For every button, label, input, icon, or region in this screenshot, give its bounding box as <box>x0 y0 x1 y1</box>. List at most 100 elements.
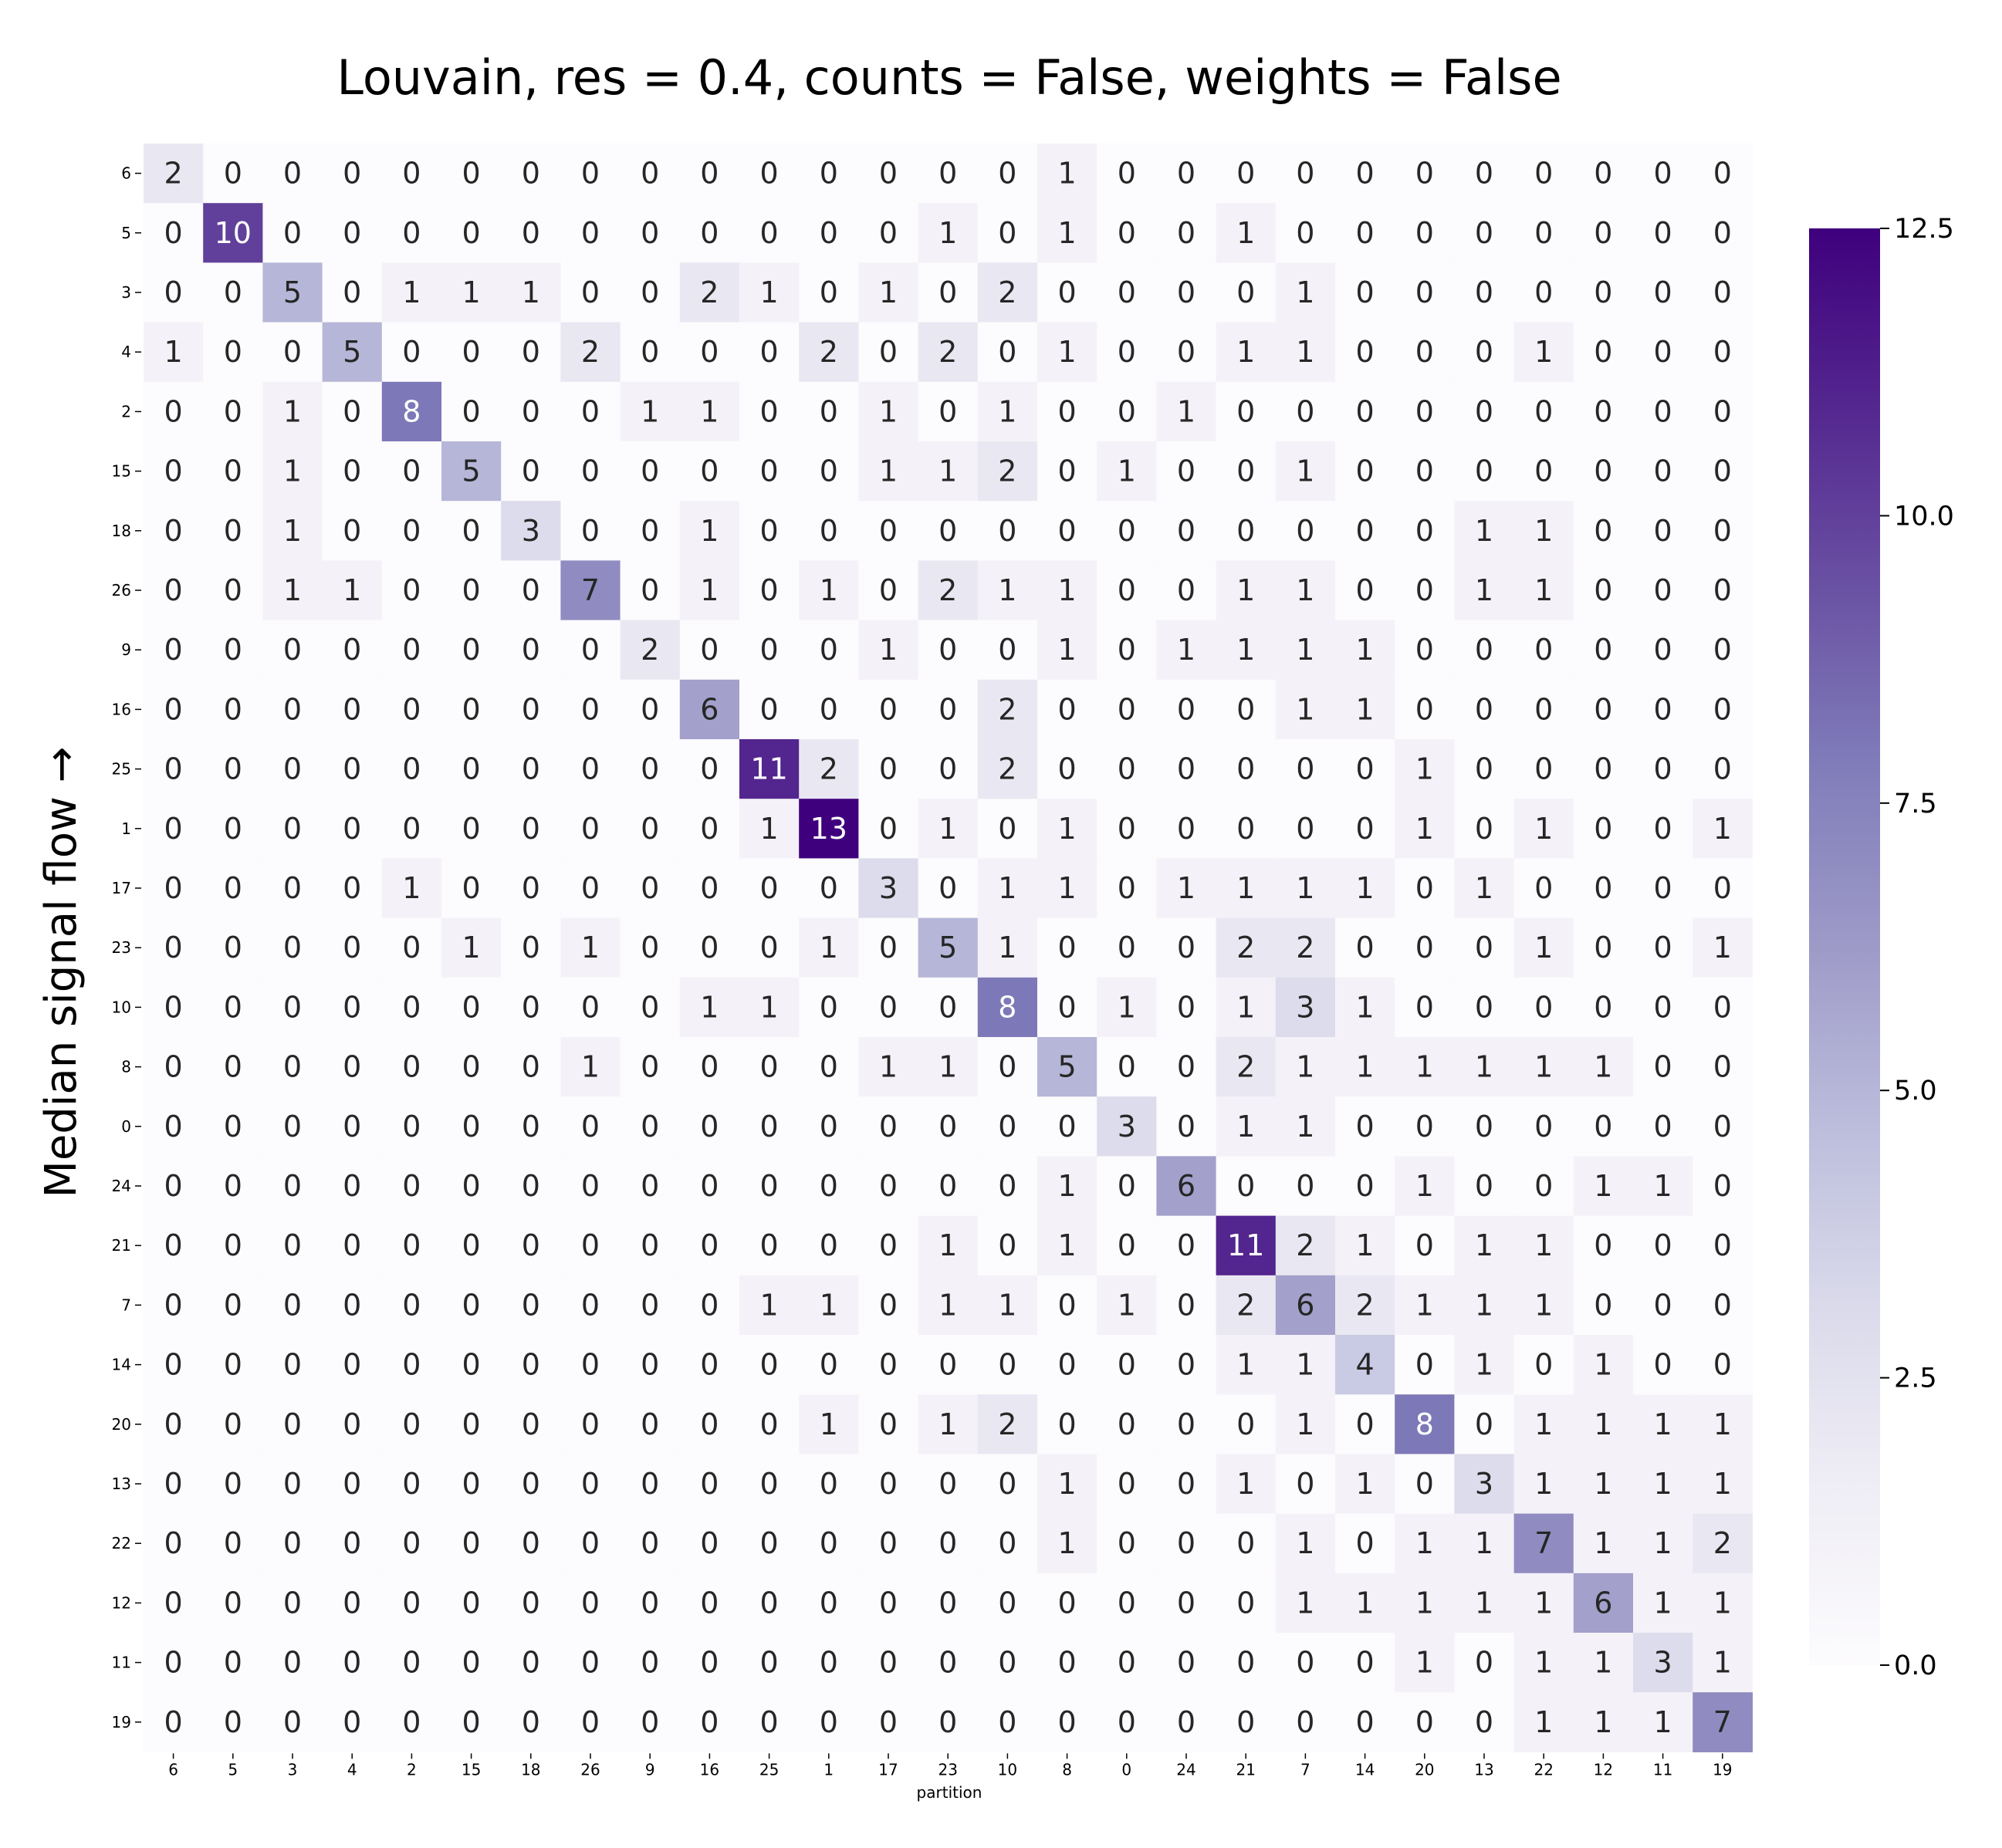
heatmap-cell <box>1395 679 1455 740</box>
cell-value-label: 1 <box>760 275 779 309</box>
y-axis-label: Median signal flow → <box>36 747 86 1198</box>
x-tick-label: 19 <box>1713 1760 1732 1779</box>
cell-value-label: 0 <box>343 1348 361 1382</box>
heatmap-cell <box>1573 799 1634 859</box>
cell-value-label: 0 <box>1236 514 1255 548</box>
heatmap-cell <box>322 917 383 978</box>
cell-value-label: 0 <box>462 1228 481 1262</box>
heatmap-cell <box>144 262 204 323</box>
heatmap-cell <box>144 1692 204 1752</box>
cell-value-label: 1 <box>1118 1288 1136 1322</box>
cell-value-label: 0 <box>700 1705 719 1739</box>
cell-value-label: 0 <box>224 633 242 667</box>
heatmap-cell <box>918 977 979 1038</box>
cell-value-label: 0 <box>1475 812 1493 846</box>
cell-value-label: 1 <box>1594 1407 1612 1441</box>
x-tick-label: 17 <box>878 1760 898 1779</box>
heatmap-cell <box>977 1156 1038 1217</box>
cell-value-label: 0 <box>1177 1288 1195 1322</box>
heatmap-cell <box>262 1037 323 1097</box>
cell-value-label: 0 <box>879 1228 898 1262</box>
y-tick-label: 3 <box>121 283 131 302</box>
heatmap-cell <box>1693 322 1753 383</box>
heatmap-cell <box>739 1096 800 1157</box>
cell-value-label: 2 <box>1296 931 1314 965</box>
heatmap-cell <box>1097 1394 1157 1454</box>
cell-value-label: 1 <box>164 335 183 369</box>
heatmap-cell <box>322 1454 383 1515</box>
cell-value-label: 0 <box>1356 275 1375 309</box>
heatmap-cell <box>1693 799 1753 859</box>
heatmap-cell <box>203 1394 263 1454</box>
heatmap-cell <box>858 560 919 621</box>
heatmap-cell <box>262 381 323 442</box>
heatmap-cell <box>739 203 800 263</box>
heatmap-cell <box>620 1394 681 1454</box>
cell-value-label: 1 <box>760 990 779 1024</box>
cell-value-label: 0 <box>343 454 361 488</box>
cell-value-label: 0 <box>1654 1228 1672 1262</box>
heatmap-cell <box>203 203 263 263</box>
heatmap-cell <box>1275 1096 1336 1157</box>
heatmap-cell <box>501 381 561 442</box>
cell-value-label: 0 <box>1356 752 1375 786</box>
cell-value-label: 0 <box>1236 1526 1255 1560</box>
heatmap-cell <box>799 441 859 502</box>
heatmap-cell <box>322 1394 383 1454</box>
heatmap-cell <box>144 560 204 621</box>
cell-value-label: 0 <box>581 157 600 191</box>
heatmap-cell <box>1573 739 1634 799</box>
cell-value-label: 0 <box>1177 573 1195 607</box>
cell-value-label: 0 <box>522 1467 540 1501</box>
cell-value-label: 1 <box>1475 1050 1493 1084</box>
cell-value-label: 0 <box>1415 216 1434 250</box>
heatmap-cell <box>858 1692 919 1752</box>
cell-value-label: 1 <box>1534 1467 1553 1501</box>
heatmap-cell <box>1097 1633 1157 1693</box>
cell-value-label: 0 <box>343 692 361 726</box>
heatmap-cell <box>501 262 561 323</box>
cell-value-label: 1 <box>1296 1050 1314 1084</box>
heatmap-cell <box>1156 560 1217 621</box>
cell-value-label: 0 <box>462 1050 481 1084</box>
heatmap-cell <box>977 1692 1038 1752</box>
cell-value-label: 0 <box>1118 1467 1136 1501</box>
heatmap-cell <box>441 799 502 859</box>
heatmap-cell <box>1454 1275 1515 1336</box>
cell-value-label: 0 <box>164 990 183 1024</box>
cell-value-label: 1 <box>1236 1348 1255 1382</box>
cell-value-label: 1 <box>700 573 719 607</box>
cell-value-label: 0 <box>1058 1407 1077 1441</box>
cell-value-label: 0 <box>1236 1705 1255 1739</box>
heatmap-cell <box>144 679 204 740</box>
heatmap-cell <box>1216 917 1277 978</box>
cell-value-label: 0 <box>462 871 481 905</box>
cell-value-label: 0 <box>1594 394 1612 428</box>
cell-value-label: 0 <box>938 752 957 786</box>
cell-value-label: 1 <box>1594 1705 1612 1739</box>
cell-value-label: 0 <box>938 1110 957 1144</box>
cell-value-label: 0 <box>998 335 1016 369</box>
cell-value-label: 1 <box>1654 1407 1672 1441</box>
cell-value-label: 1 <box>1296 1526 1314 1560</box>
y-tick-label: 17 <box>112 879 131 897</box>
heatmap-cell <box>203 381 263 442</box>
heatmap-cell <box>858 1454 919 1515</box>
cell-value-label: 0 <box>164 812 183 846</box>
cell-value-label: 0 <box>1713 752 1732 786</box>
heatmap-cell <box>1395 1394 1455 1454</box>
cell-value-label: 0 <box>1415 1467 1434 1501</box>
heatmap-cell <box>322 1513 383 1574</box>
cell-value-label: 0 <box>1534 454 1553 488</box>
heatmap-cell <box>560 322 621 383</box>
heatmap-cell <box>1275 203 1336 263</box>
cell-value-label: 0 <box>164 1288 183 1322</box>
heatmap-cell <box>977 1394 1038 1454</box>
heatmap-cell <box>144 1275 204 1336</box>
cell-value-label: 0 <box>343 1110 361 1144</box>
cell-value-label: 1 <box>1118 454 1136 488</box>
cell-value-label: 0 <box>283 1288 302 1322</box>
cell-value-label: 0 <box>462 216 481 250</box>
heatmap-cell <box>1156 799 1217 859</box>
